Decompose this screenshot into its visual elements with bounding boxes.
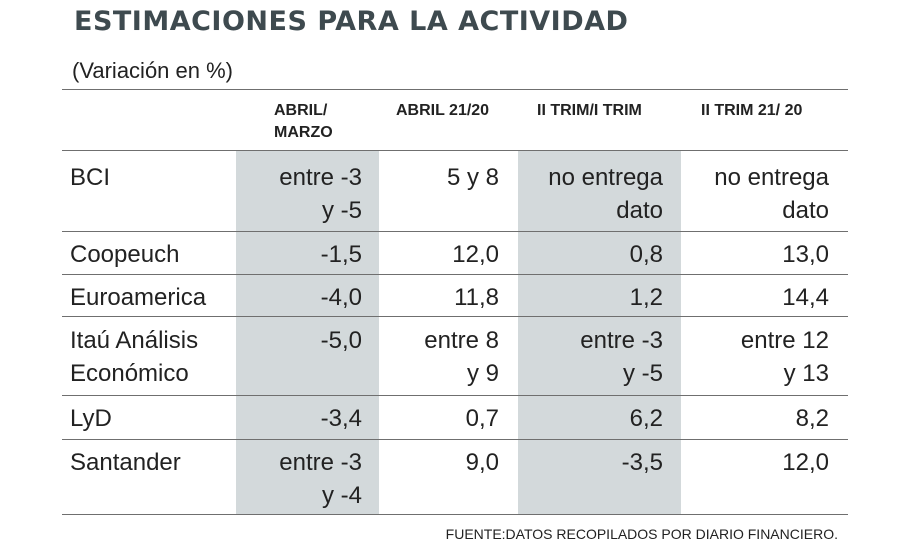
header-rule [62,150,848,151]
row-divider [62,439,848,440]
row-divider [62,316,848,317]
table-cell: -3,4 [320,405,362,432]
table-cell: entre -3 y -5 [580,327,663,387]
table-bottom-rule [62,514,848,515]
table-cell: 8,2 [795,405,829,432]
table-cell: 0,8 [629,241,663,268]
table-cell: -4,0 [320,284,362,311]
header-abril-21-20: ABRIL 21/20 [396,102,490,119]
table-cell: 14,4 [782,284,829,311]
table-cell: 9,0 [465,449,499,476]
table-cell: 0,7 [465,405,499,432]
row-name: Santander [70,449,181,476]
table-cell: entre -3 y -5 [279,164,362,224]
table-cell: 6,2 [629,405,663,432]
row-name: Euroamerica [70,284,207,311]
table-cell: no entrega dato [714,164,829,224]
row-name: BCI [70,164,111,191]
table-cell: 5 y 8 [446,164,499,191]
table-cell: -1,5 [320,241,362,268]
page-title: ESTIMACIONES PARA LA ACTIVIDAD [74,6,629,37]
row-name: Coopeuch [70,241,180,268]
row-name: Itaú Análisis Económico [70,327,199,387]
table-cell: 1,2 [629,284,663,311]
row-divider [62,395,848,396]
table-top-rule [62,89,848,90]
header-ii-trim-i-trim: II TRIM/I TRIM [537,102,642,119]
header-abril-marzo: ABRIL/MARZO [274,102,333,141]
table-cell: 11,8 [454,284,499,311]
table-cell: no entrega dato [548,164,663,224]
table-cell: -3,5 [621,449,663,476]
source-note: FUENTE:DATOS RECOPILADOS POR DIARIO FINA… [445,526,838,542]
subtitle: (Variación en %) [72,58,233,83]
table-cell: -5,0 [320,327,362,354]
table-cell: 12,0 [452,241,499,268]
table-cell: 12,0 [782,449,829,476]
row-divider [62,274,848,275]
table-cell: entre -3 y -4 [279,449,362,509]
column-shade-abril-marzo [236,150,379,514]
header-ii-trim-21-20: II TRIM 21/ 20 [701,102,803,119]
table-cell: entre 12 y 13 [740,327,829,387]
row-name: LyD [70,405,112,432]
column-shade-ii-trim [518,150,681,514]
row-divider [62,231,848,232]
table-cell: 13,0 [782,241,829,268]
